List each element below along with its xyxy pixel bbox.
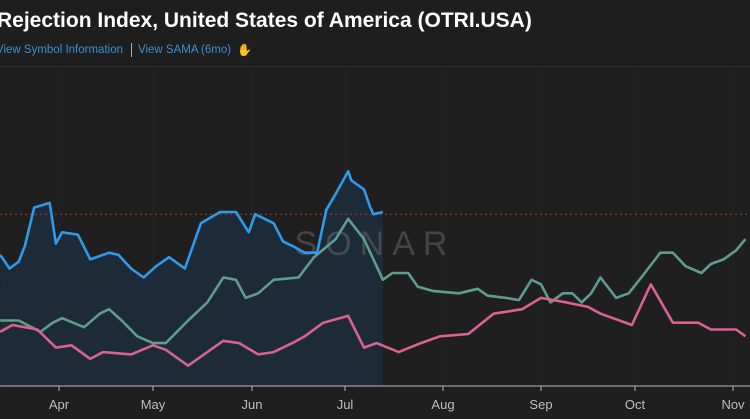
x-tick-label: Nov: [721, 397, 745, 412]
x-tick-label: May: [141, 397, 166, 412]
series-line-0: [0, 170, 384, 279]
series-area-fill: [0, 171, 383, 386]
view-symbol-information-link[interactable]: View Symbol Information: [0, 44, 123, 56]
x-tick-label: Jul: [337, 397, 354, 412]
page-title: Rejection Index, United States of Americ…: [0, 9, 532, 32]
x-tick-label: Apr: [49, 397, 70, 412]
header-links: View Symbol Information View SAMA (6mo) …: [0, 43, 252, 57]
x-tick-label: Oct: [625, 397, 646, 412]
header: Rejection Index, United States of Americ…: [0, 0, 750, 67]
series-line-1: [0, 217, 747, 345]
x-tick-label: Sep: [529, 397, 552, 412]
divider: [130, 43, 132, 57]
chart-hand-icon[interactable]: ✋: [237, 43, 253, 57]
view-sama-link[interactable]: View SAMA (6mo): [137, 44, 232, 56]
series-line-2: [0, 283, 747, 367]
x-tick-label: Aug: [431, 397, 454, 412]
x-tick-label: Jun: [242, 397, 263, 412]
